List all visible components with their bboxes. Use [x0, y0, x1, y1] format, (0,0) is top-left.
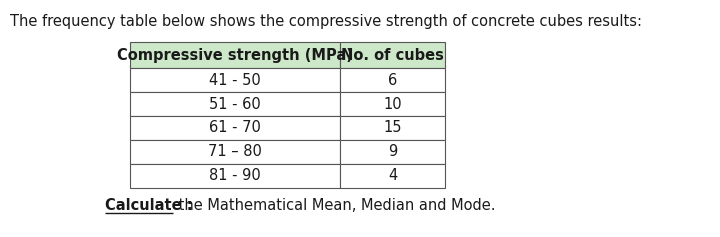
Bar	[130, 68, 340, 92]
Text: No. of cubes: No. of cubes	[341, 47, 444, 63]
Bar	[340, 68, 445, 92]
Text: the Mathematical Mean, Median and Mode.: the Mathematical Mean, Median and Mode.	[174, 199, 495, 214]
Text: Calculate :: Calculate :	[105, 199, 193, 214]
Text: 51 - 60: 51 - 60	[209, 96, 261, 111]
Bar	[130, 140, 340, 164]
Bar	[340, 92, 445, 116]
Text: 4: 4	[388, 169, 397, 183]
Text: 61 - 70: 61 - 70	[209, 120, 261, 136]
Text: The frequency table below shows the compressive strength of concrete cubes resul: The frequency table below shows the comp…	[10, 14, 642, 29]
Bar	[340, 42, 445, 68]
Bar	[340, 140, 445, 164]
Bar	[130, 164, 340, 188]
Bar	[130, 116, 340, 140]
Bar	[130, 42, 340, 68]
Text: 10: 10	[383, 96, 402, 111]
Text: 81 - 90: 81 - 90	[209, 169, 261, 183]
Text: 9: 9	[388, 145, 397, 160]
Bar	[340, 116, 445, 140]
Text: Compressive strength (MPa): Compressive strength (MPa)	[117, 47, 353, 63]
Bar	[340, 164, 445, 188]
Bar	[130, 92, 340, 116]
Text: 6: 6	[388, 73, 397, 87]
Text: 15: 15	[383, 120, 402, 136]
Text: 71 – 80: 71 – 80	[208, 145, 262, 160]
Text: 41 - 50: 41 - 50	[209, 73, 261, 87]
